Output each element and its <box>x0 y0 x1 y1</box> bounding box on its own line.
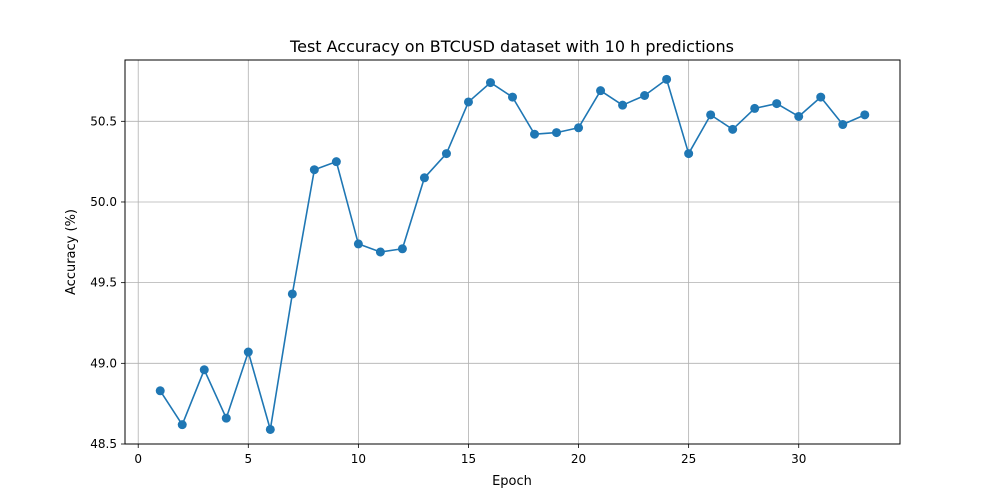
data-point <box>838 120 848 130</box>
data-point <box>265 424 275 434</box>
y-tick-label: 49.0 <box>90 356 117 370</box>
x-axis-label: Epoch <box>492 474 532 489</box>
y-axis-label: Accuracy (%) <box>64 209 79 295</box>
data-point <box>530 129 540 139</box>
data-point <box>552 128 562 138</box>
data-point <box>155 386 165 396</box>
data-point <box>221 413 231 423</box>
data-point <box>860 110 870 120</box>
data-point <box>375 247 385 257</box>
data-point <box>816 92 826 102</box>
data-point <box>508 92 517 102</box>
data-point <box>772 99 782 109</box>
data-point <box>463 97 473 107</box>
data-series <box>155 74 870 434</box>
data-point <box>684 149 694 159</box>
y-tick-label: 50.0 <box>90 195 117 209</box>
x-axis: 0 5 10 15 20 25 30 <box>134 444 806 466</box>
x-tick-label: 25 <box>681 452 696 466</box>
data-point <box>441 149 451 159</box>
series-line <box>159 78 866 431</box>
grid <box>125 60 900 445</box>
x-tick-label: 30 <box>791 452 806 466</box>
data-point <box>706 110 716 120</box>
x-tick-label: 10 <box>351 452 366 466</box>
x-tick-label: 0 <box>134 452 142 466</box>
data-point <box>640 90 650 100</box>
x-tick-label: 20 <box>571 452 586 466</box>
data-point <box>177 420 187 430</box>
x-tick-label: 5 <box>244 452 252 466</box>
data-point <box>728 124 738 134</box>
data-point <box>243 347 253 357</box>
x-tick-label: 15 <box>461 452 476 466</box>
y-tick-label: 50.5 <box>90 114 117 128</box>
plot-frame <box>124 59 901 445</box>
data-point <box>353 239 363 249</box>
data-point <box>485 78 495 88</box>
y-tick-label: 48.5 <box>90 437 117 451</box>
data-point <box>596 86 606 96</box>
data-point <box>750 103 760 113</box>
data-point <box>662 74 672 84</box>
data-point <box>309 165 319 175</box>
data-point <box>287 289 297 299</box>
data-point <box>574 123 584 133</box>
data-point <box>397 244 407 254</box>
data-point <box>794 111 804 121</box>
data-point <box>331 157 341 167</box>
data-point <box>618 100 628 110</box>
data-point <box>419 173 429 183</box>
y-tick-label: 49.5 <box>90 276 117 290</box>
chart-title: Test Accuracy on BTCUSD dataset with 10 … <box>289 37 734 56</box>
data-point <box>199 365 209 375</box>
y-axis: 48.5 49.0 49.5 50.0 50.5 <box>90 114 125 451</box>
